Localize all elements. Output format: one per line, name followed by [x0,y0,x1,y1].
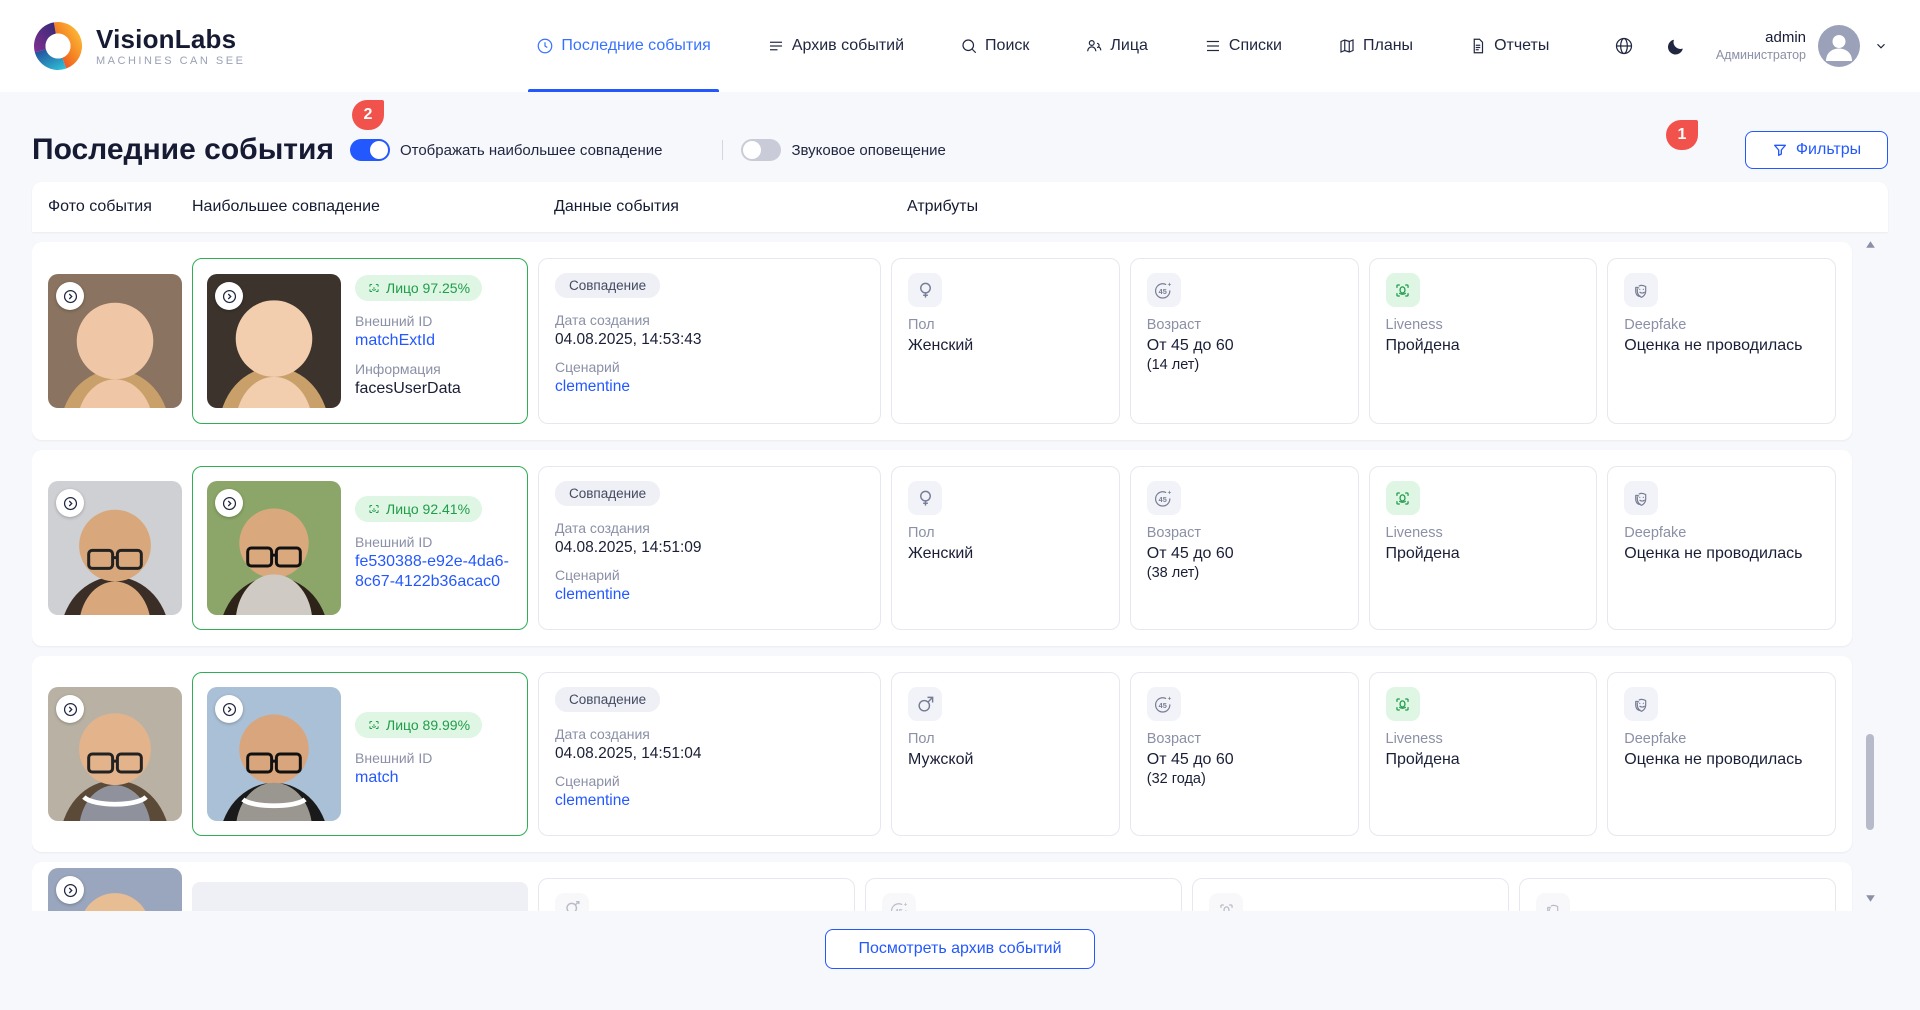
svg-text:45: 45 [894,907,902,911]
svg-text:+: + [1168,695,1172,702]
svg-text:45: 45 [1159,495,1167,504]
svg-text:+: + [903,901,907,908]
svg-text:45: 45 [1159,287,1167,296]
svg-text:+: + [1168,489,1172,496]
svg-text:+: + [1168,281,1172,288]
svg-text:45: 45 [1159,701,1167,710]
